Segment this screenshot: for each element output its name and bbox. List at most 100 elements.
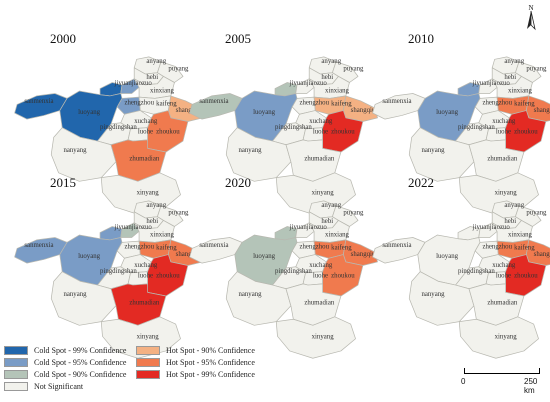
legend-swatch-3 <box>136 358 160 367</box>
city-label-xuchang: xuchang <box>134 262 158 269</box>
region-zhoukou <box>322 110 364 153</box>
panel-year-2005: 2005 <box>225 31 251 46</box>
panel-year-2015: 2015 <box>50 175 76 190</box>
region-zhoukou <box>147 254 189 297</box>
region-jiaozuo <box>295 78 315 94</box>
city-label-xinyang: xinyang <box>312 334 335 341</box>
region-jiaozuo <box>478 78 498 94</box>
city-label-anyang: anyang <box>146 202 166 209</box>
region-xinxiang <box>308 220 350 243</box>
city-label-shangqiu: shangqiu <box>176 251 201 258</box>
city-label-jiyuanjiaozuo: jiyuanjiaozuo <box>289 80 328 87</box>
city-label-zhumadian: zhumadian <box>129 156 160 163</box>
region-zhumadian <box>110 283 167 326</box>
legend-swatch-2 <box>4 358 28 367</box>
city-label-shangqiu: shangqiu <box>351 251 376 258</box>
legend-item-6: Not Significant <box>4 381 83 392</box>
region-xinxiang <box>491 220 533 243</box>
city-label-xinxiang: xinxiang <box>325 87 349 94</box>
city-label-nanyang: nanyang <box>238 147 262 154</box>
city-label-sanmenxia: sanmenxia <box>24 242 53 249</box>
city-label-kaifeng: kaifeng <box>331 245 352 252</box>
city-label-hebi: hebi <box>321 74 333 81</box>
panel-year-2020: 2020 <box>225 175 251 190</box>
city-label-puyang: puyang <box>526 209 547 216</box>
legend-item-0: Cold Spot - 99% Confidence <box>4 345 126 356</box>
city-label-shangqiu: shangqiu <box>176 107 201 114</box>
city-label-anyang: anyang <box>504 58 524 65</box>
city-label-anyang: anyang <box>146 58 166 65</box>
legend-swatch-5 <box>136 370 160 379</box>
region-zhumadian <box>110 139 167 182</box>
region-xinyang <box>275 172 356 215</box>
legend-item-1: Hot Spot - 90% Confidence <box>136 345 255 356</box>
region-xinxiang <box>308 76 350 99</box>
city-label-jiyuanjiaozuo: jiyuanjiaozuo <box>114 224 153 231</box>
city-label-jiyuanjiaozuo: jiyuanjiaozuo <box>472 80 511 87</box>
city-label-xinyang: xinyang <box>312 190 335 197</box>
city-label-luohe: luohe <box>313 129 328 136</box>
city-label-sanmenxia: sanmenxia <box>199 98 228 105</box>
map-panel-2010: anyangpuyanghebijiyuanjiaozuoxinxiangsan… <box>372 56 550 215</box>
legend-label-1: Hot Spot - 90% Confidence <box>166 346 255 355</box>
scale-start-label: 0 <box>461 377 466 386</box>
legend-item-2: Cold Spot - 95% Confidence <box>4 357 126 368</box>
legend-label-6: Not Significant <box>34 382 84 391</box>
city-label-puyang: puyang <box>343 65 364 72</box>
region-jiaozuo <box>295 222 315 238</box>
city-label-zhumadian: zhumadian <box>129 300 160 307</box>
city-label-xuchang: xuchang <box>492 118 516 125</box>
region-zhoukou <box>505 254 547 297</box>
legend-label-4: Cold Spot - 90% Confidence <box>34 370 127 379</box>
city-label-hebi: hebi <box>504 74 516 81</box>
legend-label-5: Hot Spot - 99% Confidence <box>166 370 255 379</box>
city-label-nanyang: nanyang <box>63 147 87 154</box>
city-label-zhoukou: zhoukou <box>331 273 355 280</box>
scale-end-label: 250 km <box>524 377 538 395</box>
city-label-zhumadian: zhumadian <box>487 300 518 307</box>
city-label-hebi: hebi <box>504 218 516 225</box>
city-label-zhengzhou: zhengzhou <box>124 243 154 250</box>
city-label-luohe: luohe <box>138 273 153 280</box>
city-label-zhoukou: zhoukou <box>331 129 355 136</box>
city-label-kaifeng: kaifeng <box>331 101 352 108</box>
legend-label-3: Hot Spot - 95% Confidence <box>166 358 255 367</box>
north-label: N <box>528 4 533 12</box>
region-jiaozuo <box>478 222 498 238</box>
city-label-zhoukou: zhoukou <box>514 129 538 136</box>
city-label-kaifeng: kaifeng <box>514 245 535 252</box>
city-label-xinxiang: xinxiang <box>150 87 174 94</box>
city-label-anyang: anyang <box>321 202 341 209</box>
legend-swatch-1 <box>136 346 160 355</box>
city-label-jiyuanjiaozuo: jiyuanjiaozuo <box>289 224 328 231</box>
city-label-xuchang: xuchang <box>309 262 333 269</box>
city-label-puyang: puyang <box>168 209 189 216</box>
region-jiaozuo <box>120 222 140 238</box>
city-label-zhoukou: zhoukou <box>156 273 180 280</box>
city-label-zhoukou: zhoukou <box>156 129 180 136</box>
panel-year-2010: 2010 <box>408 31 434 46</box>
city-label-zhoukou: zhoukou <box>514 273 538 280</box>
city-label-xinxiang: xinxiang <box>508 87 532 94</box>
region-xinxiang <box>133 220 175 243</box>
city-label-pingdingshan: pingdingshan <box>100 268 137 275</box>
region-zhoukou <box>147 110 189 153</box>
legend-swatch-4 <box>4 370 28 379</box>
city-label-pingdingshan: pingdingshan <box>275 124 312 131</box>
city-label-puyang: puyang <box>168 65 189 72</box>
region-zhumadian <box>468 139 525 182</box>
city-label-shangqiu: shangqiu <box>534 251 550 258</box>
region-zhumadian <box>285 139 342 182</box>
region-xinxiang <box>491 76 533 99</box>
city-label-xinxiang: xinxiang <box>325 231 349 238</box>
city-label-pingdingshan: pingdingshan <box>458 268 495 275</box>
legend-item-4: Cold Spot - 90% Confidence <box>4 369 126 380</box>
city-label-nanyang: nanyang <box>238 291 262 298</box>
city-label-xinyang: xinyang <box>137 334 160 341</box>
city-label-zhumadian: zhumadian <box>304 156 335 163</box>
city-label-xuchang: xuchang <box>309 118 333 125</box>
